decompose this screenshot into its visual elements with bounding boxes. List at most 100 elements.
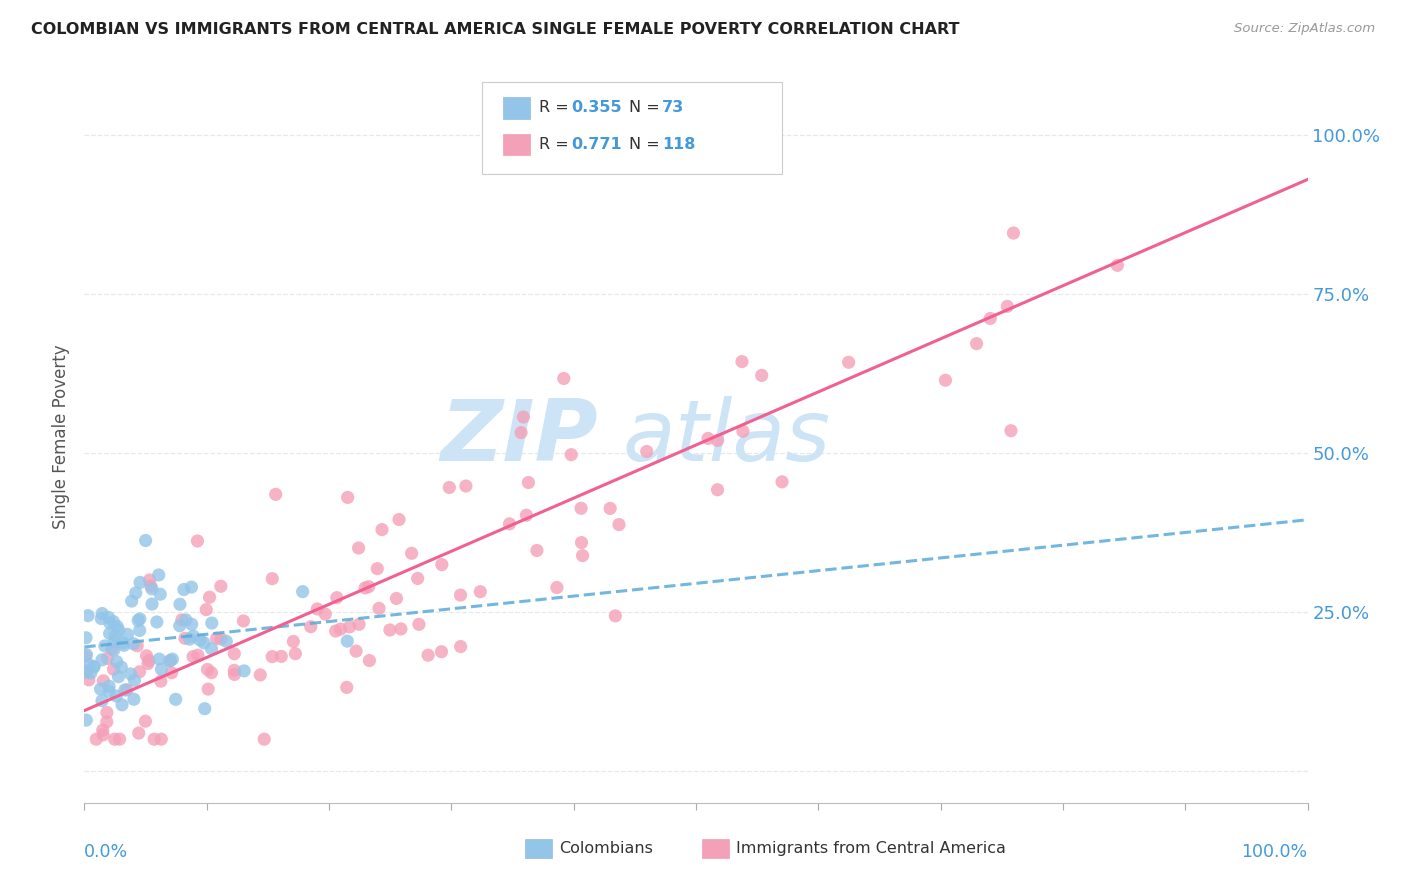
- Point: [169, 597, 191, 611]
- Point: [209, 579, 232, 593]
- Point: [103, 634, 125, 648]
- Point: [111, 698, 134, 712]
- Point: [571, 549, 593, 563]
- Point: [91, 723, 114, 738]
- Point: [187, 648, 209, 662]
- Text: 73: 73: [662, 100, 683, 115]
- Point: [173, 582, 195, 597]
- Point: [470, 584, 492, 599]
- Point: [146, 615, 169, 629]
- Point: [165, 692, 187, 706]
- Point: [838, 355, 860, 369]
- Text: R =: R =: [540, 100, 574, 115]
- Point: [546, 581, 568, 595]
- Text: atlas: atlas: [623, 395, 831, 479]
- Point: [299, 620, 322, 634]
- Point: [512, 410, 534, 425]
- Point: [450, 640, 472, 654]
- Point: [188, 633, 211, 648]
- Point: [90, 611, 112, 625]
- Point: [359, 654, 381, 668]
- Point: [181, 629, 204, 643]
- Point: [94, 639, 117, 653]
- Point: [371, 523, 394, 537]
- Point: [517, 475, 540, 490]
- Point: [366, 562, 388, 576]
- Point: [215, 634, 238, 648]
- Point: [104, 732, 127, 747]
- Point: [325, 624, 347, 638]
- Point: [326, 591, 349, 605]
- Point: [262, 572, 284, 586]
- Point: [98, 684, 121, 698]
- Point: [174, 632, 197, 646]
- Point: [111, 635, 134, 649]
- Point: [498, 516, 520, 531]
- Point: [224, 667, 246, 681]
- Text: Source: ZipAtlas.com: Source: ZipAtlas.com: [1234, 22, 1375, 36]
- Point: [124, 673, 146, 688]
- Text: 100.0%: 100.0%: [1241, 843, 1308, 861]
- Point: [169, 619, 191, 633]
- Point: [98, 679, 121, 693]
- Point: [100, 642, 122, 657]
- Point: [934, 373, 956, 387]
- Point: [97, 610, 120, 624]
- Point: [129, 575, 152, 590]
- Point: [84, 732, 107, 747]
- Point: [224, 663, 246, 677]
- Point: [569, 501, 592, 516]
- Text: R =: R =: [540, 137, 574, 152]
- Point: [148, 652, 170, 666]
- Point: [141, 597, 163, 611]
- Text: COLOMBIAN VS IMMIGRANTS FROM CENTRAL AMERICA SINGLE FEMALE POVERTY CORRELATION C: COLOMBIAN VS IMMIGRANTS FROM CENTRAL AME…: [31, 22, 959, 37]
- Point: [1107, 259, 1129, 273]
- Point: [232, 614, 254, 628]
- Point: [76, 664, 98, 678]
- Point: [233, 664, 256, 678]
- Point: [284, 647, 307, 661]
- Point: [143, 732, 166, 747]
- Point: [128, 665, 150, 679]
- Point: [291, 584, 314, 599]
- Point: [636, 444, 658, 458]
- Point: [706, 483, 728, 497]
- Point: [83, 660, 105, 674]
- Point: [193, 636, 215, 650]
- Point: [148, 568, 170, 582]
- Point: [93, 673, 115, 688]
- FancyBboxPatch shape: [524, 839, 551, 858]
- Point: [388, 512, 411, 526]
- Point: [339, 620, 361, 634]
- Point: [197, 682, 219, 697]
- Point: [389, 622, 412, 636]
- Point: [127, 639, 149, 653]
- Point: [141, 582, 163, 596]
- Point: [149, 674, 172, 689]
- Point: [138, 653, 160, 667]
- Point: [179, 632, 201, 647]
- Point: [450, 588, 472, 602]
- Point: [751, 368, 773, 383]
- Point: [77, 657, 100, 672]
- Point: [125, 586, 148, 600]
- Y-axis label: Single Female Poverty: Single Female Poverty: [52, 345, 70, 529]
- Point: [160, 665, 183, 680]
- Text: 0.771: 0.771: [571, 137, 621, 152]
- Point: [76, 665, 98, 679]
- Point: [408, 617, 430, 632]
- Point: [200, 641, 222, 656]
- Point: [368, 601, 391, 615]
- Point: [150, 732, 173, 747]
- Point: [307, 602, 329, 616]
- Point: [181, 649, 204, 664]
- Point: [103, 615, 125, 629]
- Point: [134, 714, 156, 729]
- Point: [314, 607, 336, 621]
- Point: [283, 634, 305, 648]
- Point: [205, 632, 228, 646]
- Point: [510, 425, 533, 440]
- Point: [75, 649, 97, 664]
- Point: [336, 491, 359, 505]
- Point: [107, 670, 129, 684]
